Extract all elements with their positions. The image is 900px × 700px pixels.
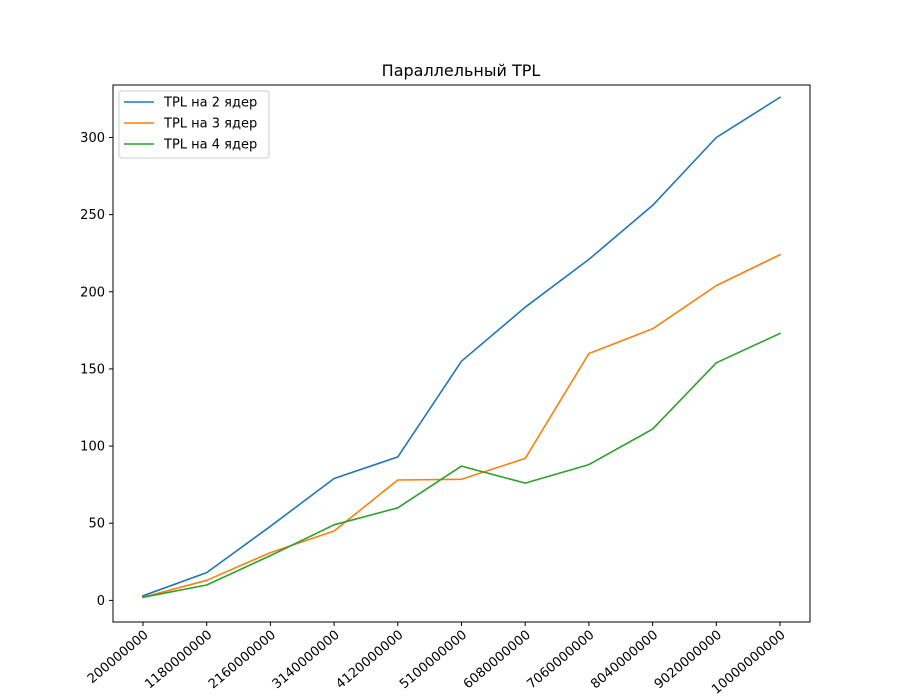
axes: 0 50 100 150 200 250 300 2000000001180000000216… [80, 84, 811, 698]
y-tick-label: 0 [97, 594, 105, 609]
y-tick-label: 300 [80, 131, 105, 146]
chart-title: Параллельный TPL [382, 61, 541, 80]
x-tick-label: 8040000000 [588, 628, 661, 693]
x-tick-label: 4120000000 [333, 628, 406, 693]
x-tick-label: 5100000000 [397, 628, 470, 693]
x-tick-label: 7060000000 [524, 628, 597, 693]
legend-label-1: TPL на 2 ядер [163, 96, 257, 111]
x-tick-label: 3140000000 [270, 628, 343, 693]
y-tick-label: 250 [80, 208, 105, 223]
legend: TPL на 2 ядер TPL на 3 ядер TPL на 4 ядер [118, 90, 270, 159]
x-tick-label: 1180000000 [142, 628, 215, 693]
x-tick-label: 2160000000 [206, 628, 279, 693]
series-line-3 [142, 332, 782, 599]
series-line-2 [142, 253, 782, 599]
plot-area [141, 96, 782, 599]
plot-frame [112, 84, 811, 623]
legend-box [118, 90, 270, 159]
x-tick-label: 6080000000 [461, 628, 534, 693]
series-line-1 [141, 96, 782, 597]
legend-label-2: TPL на 3 ядер [163, 117, 257, 132]
legend-label-3: TPL на 4 ядер [163, 138, 257, 153]
y-tick-label: 150 [80, 362, 105, 377]
x-tick-label: 200000000 [85, 628, 152, 687]
y-tick-label: 100 [80, 440, 105, 455]
y-tick-label: 50 [88, 517, 105, 532]
y-tick-label: 200 [80, 285, 105, 300]
